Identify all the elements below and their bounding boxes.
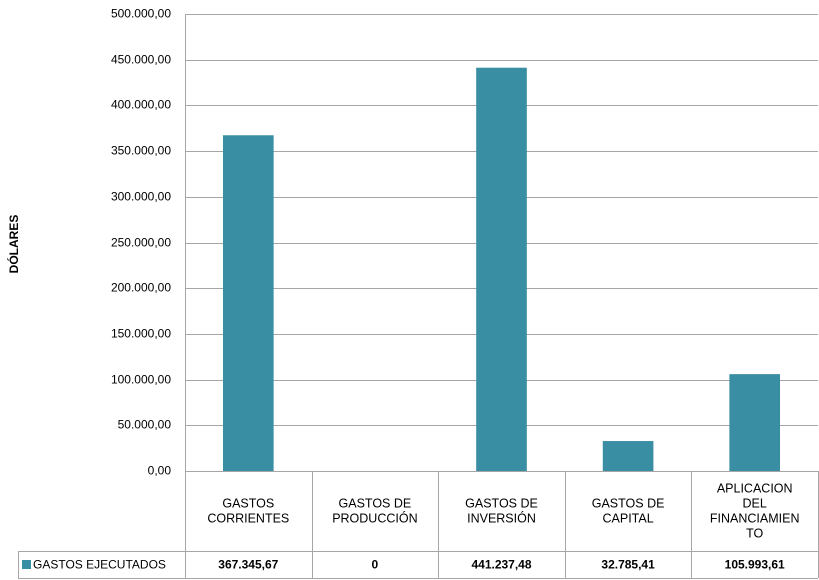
bar [729,374,781,471]
y-tick-label: 0,00 [148,464,172,478]
y-tick-label: 500.000,00 [111,7,171,21]
y-tick-label: 400.000,00 [111,98,171,112]
y-tick-label: 300.000,00 [111,190,171,204]
legend-series-name: GASTOS EJECUTADOS [33,558,166,572]
y-axis-ticks: 0,00 50.000,00 100.000,00 150.000,00 200.000… [111,7,171,478]
bar [222,135,274,471]
x-category-label: GASTOS DE PRODUCCIÓN [332,497,417,526]
y-tick-label: 450.000,00 [111,53,171,67]
y-tick-label: 100.000,00 [111,373,171,387]
y-tick-label: 50.000,00 [118,418,172,432]
y-tick-label: 200.000,00 [111,281,171,295]
data-table-value: 441.237,48 [471,558,531,572]
data-table-value: 32.785,41 [601,558,655,572]
bar [476,67,527,471]
y-axis-label: DÓLARES [6,215,21,274]
data-table-value: 367.345,67 [218,558,278,572]
bar [602,441,654,471]
y-tick-label: 150.000,00 [111,327,171,341]
x-category-label: APLICACION DEL FINANCIAMIEN TO [710,482,800,541]
x-category-label: GASTOS DE CAPITAL [592,497,665,526]
y-tick-label: 250.000,00 [111,236,171,250]
data-table-value: 105.993,61 [725,558,785,572]
x-category-label: GASTOS DE INVERSIÓN [465,497,538,526]
legend-swatch [22,560,31,569]
bars-layer [222,67,781,471]
data-table: GASTOS CORRIENTES GASTOS DE PRODUCCIÓN GASTO… [18,471,819,579]
x-category-label: GASTOS CORRIENTES [207,497,289,526]
data-table-value: 0 [372,558,379,572]
y-tick-label: 350.000,00 [111,144,171,158]
